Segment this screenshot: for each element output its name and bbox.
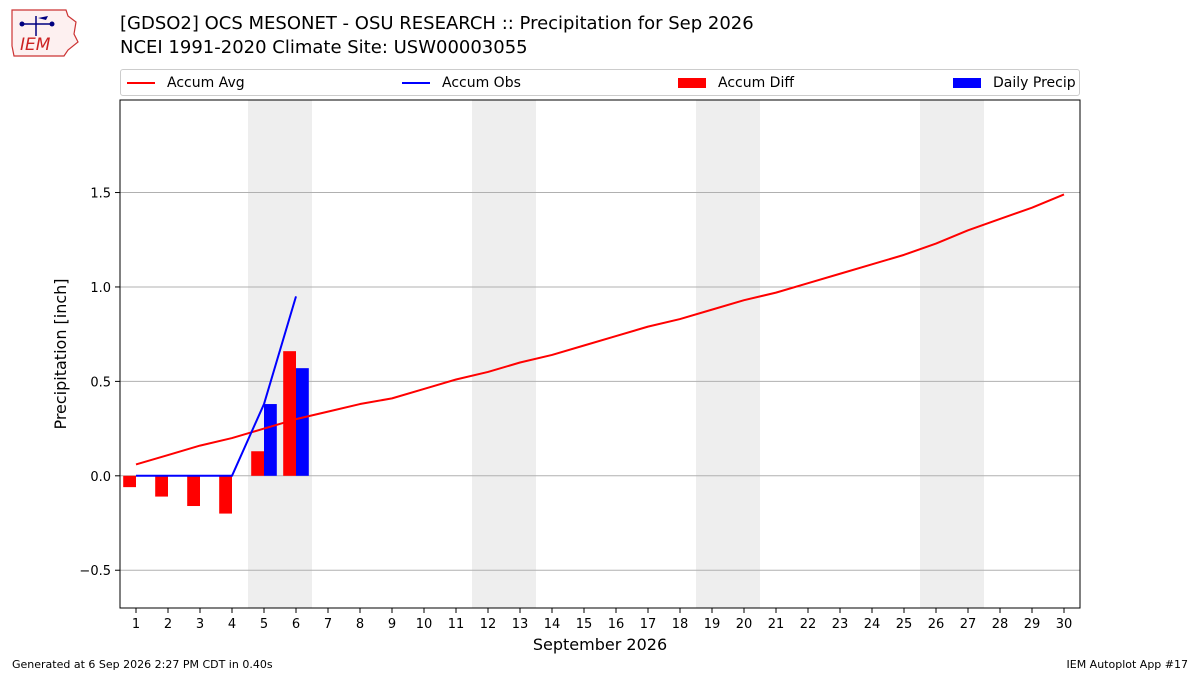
chart-subtitle: NCEI 1991-2020 Climate Site: USW00003055	[120, 37, 528, 58]
logo-text: IEM	[20, 35, 51, 55]
daily-precip-bar	[296, 368, 309, 476]
x-tick-label: 23	[832, 617, 849, 632]
x-tick-label: 28	[992, 617, 1009, 632]
chart-title: [GDSO2] OCS MESONET - OSU RESEARCH :: Pr…	[120, 13, 754, 34]
x-tick-label: 14	[544, 617, 561, 632]
plot-frame	[119, 99, 1081, 609]
accum-diff-bar	[219, 475, 232, 514]
weekend-band	[920, 100, 984, 608]
weekend-band	[248, 100, 312, 608]
generated-timestamp: Generated at 6 Sep 2026 2:27 PM CDT in 0…	[12, 658, 273, 671]
x-tick-label: 1	[132, 617, 140, 632]
accum-diff-bar	[251, 451, 264, 476]
legend-swatch-accum-obs	[402, 81, 430, 84]
accum-obs-line	[136, 296, 297, 477]
x-tick-label: 16	[608, 617, 625, 632]
legend-label-accum-avg: Accum Avg	[167, 74, 245, 91]
accum-diff-bar	[123, 475, 136, 488]
x-tick-label: 17	[640, 617, 657, 632]
x-tick-label: 25	[896, 617, 913, 632]
x-tick-label: 15	[576, 617, 593, 632]
legend-swatch-accum-diff	[678, 77, 706, 88]
legend-swatch-daily-precip	[953, 77, 981, 88]
x-tick-label: 21	[768, 617, 785, 632]
app-id: IEM Autoplot App #17	[1066, 658, 1189, 671]
weekend-band	[472, 100, 536, 608]
accum-diff-bar	[155, 475, 168, 497]
legend-item-daily-precip: Daily Precip	[953, 70, 1076, 95]
x-tick-label: 22	[800, 617, 817, 632]
chart-legend: Accum Avg Accum Obs Accum Diff Daily Pre…	[120, 69, 1080, 96]
x-tick-label: 20	[736, 617, 753, 632]
y-tick-label: 1.5	[90, 187, 111, 202]
x-tick-label: 24	[864, 617, 881, 632]
weekend-band	[696, 100, 760, 608]
legend-label-daily-precip: Daily Precip	[993, 74, 1076, 91]
accum-diff-bar	[187, 475, 200, 507]
legend-swatch-accum-avg	[127, 81, 155, 84]
legend-item-accum-obs: Accum Obs	[402, 70, 521, 95]
x-tick-label: 11	[448, 617, 465, 632]
x-tick-label: 29	[1024, 617, 1041, 632]
grid-lines	[120, 192, 1080, 571]
iem-logo-graphic: IEM	[11, 9, 79, 57]
x-axis-ticks: 1 2 3 4 5 6 7 8 9 10 11 12 13 14 15 16 17 18 19 20 21 22 23 24 2…	[132, 608, 1072, 632]
x-tick-label: 10	[416, 617, 433, 632]
iem-logo: IEM	[8, 6, 82, 60]
daily-precip-bar	[264, 404, 277, 476]
legend-label-accum-obs: Accum Obs	[442, 74, 521, 91]
accum-avg-line	[135, 193, 1065, 466]
x-tick-label: 12	[480, 617, 497, 632]
legend-item-accum-avg: Accum Avg	[127, 70, 245, 95]
x-tick-label: 30	[1056, 617, 1073, 632]
x-tick-label: 26	[928, 617, 945, 632]
weekend-shading	[248, 100, 984, 608]
y-axis-label: Precipitation [inch]	[51, 278, 70, 429]
x-tick-label: 3	[196, 617, 204, 632]
x-tick-label: 9	[388, 617, 396, 632]
x-tick-label: 5	[260, 617, 268, 632]
x-axis-label: September 2026	[533, 635, 667, 654]
x-tick-label: 19	[704, 617, 721, 632]
y-axis-ticks: −0.5 0.0 0.5 1.0 1.5	[79, 187, 120, 579]
x-tick-label: 6	[292, 617, 300, 632]
x-tick-label: 7	[324, 617, 332, 632]
x-tick-label: 2	[164, 617, 172, 632]
legend-item-accum-diff: Accum Diff	[678, 70, 794, 95]
x-tick-label: 4	[228, 617, 236, 632]
x-tick-label: 8	[356, 617, 364, 632]
series-lines	[135, 193, 1065, 477]
y-tick-label: 0.5	[90, 375, 111, 390]
y-tick-label: −0.5	[79, 564, 111, 579]
y-tick-label: 0.0	[90, 470, 111, 485]
accum-diff-bar	[283, 351, 296, 476]
x-tick-label: 27	[960, 617, 977, 632]
x-tick-label: 13	[512, 617, 529, 632]
bars	[123, 351, 309, 514]
x-tick-label: 18	[672, 617, 689, 632]
y-tick-label: 1.0	[90, 281, 111, 296]
legend-label-accum-diff: Accum Diff	[718, 74, 795, 91]
